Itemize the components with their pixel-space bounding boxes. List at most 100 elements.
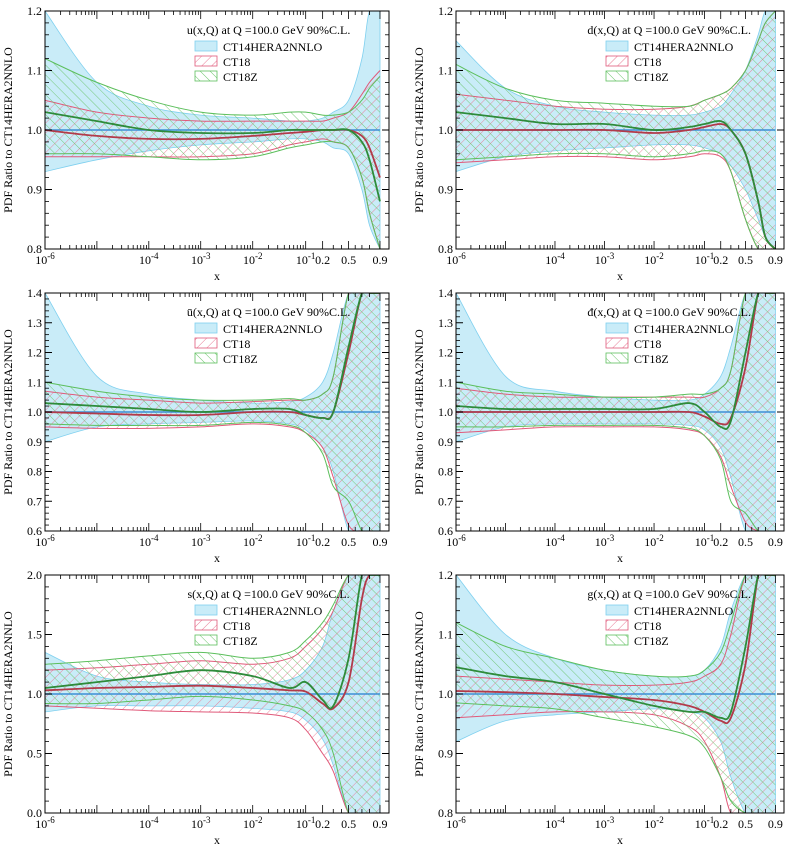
x-tick-label: 0.9 — [768, 535, 783, 549]
y-tick-label: 2.0 — [27, 568, 42, 582]
y-tick-label: 1.0 — [27, 687, 42, 701]
ct18-band-lower — [456, 153, 776, 249]
legend-swatch — [605, 352, 629, 364]
x-tick-label: 10-6 — [446, 815, 466, 831]
x-tick-label: 0.9 — [768, 253, 783, 267]
x-tick-label: 10-2 — [243, 815, 263, 831]
x-tick-label: 10-1 — [296, 251, 316, 267]
panel-6: 0.8 0.9 1.0 1.1 1.2 10-6 10-4 10-3 10-2 10-10.2 0.… — [412, 568, 785, 847]
panel-3: 0.6 0.7 0.8 0.9 1.0 1.1 1.2 1.3 1.4 10-6 10-4 10-3 1… — [1, 286, 390, 565]
ct18z-band-lower — [456, 702, 776, 813]
legend-swatch — [194, 55, 218, 67]
x-tick-label: 0.9 — [372, 535, 387, 549]
ct18-central-line — [45, 575, 380, 711]
ct18z-band-upper — [45, 58, 381, 116]
panel-4: 0.6 0.7 0.8 0.9 1.0 1.1 1.2 1.3 1.4 10-6 10-4 10-3 1… — [412, 286, 785, 565]
ct18-central-line — [45, 128, 381, 178]
y-tick-label: 0.9 — [27, 435, 42, 449]
panel-1: 0.8 0.9 1.0 1.1 1.2 10-6 10-4 10-3 10-2 10-1 0.2 0.… — [1, 4, 390, 283]
x-tick-label: 0.2 — [713, 535, 728, 549]
y-tick-label: 1.5 — [27, 628, 42, 642]
y-tick-label: 0.9 — [438, 747, 453, 761]
y-tick-label: 1.4 — [27, 286, 42, 300]
legend-swatch — [194, 40, 218, 52]
legend-label: CT18Z — [634, 70, 669, 84]
x-tick-label: 0.2 — [713, 817, 728, 831]
legend-swatch — [194, 619, 218, 631]
y-tick-label: 1.3 — [438, 316, 453, 330]
legend-label: CT18 — [634, 55, 661, 69]
panel-title: u(x,Q) at Q =100.0 GeV 90%C.L. — [187, 23, 351, 37]
y-axis-label: PDF Ratio to CT14HERA2NNLO — [1, 47, 15, 213]
y-axis-label: PDF Ratio to CT14HERA2NNLO — [1, 329, 15, 495]
x-tick-label: 10-1 — [296, 533, 316, 549]
ct18z-band-lower — [456, 424, 776, 531]
x-axis-label: x — [617, 269, 623, 283]
x-tick-label: 10-1 — [296, 815, 316, 831]
x-tick-label: 0.5 — [738, 817, 753, 831]
ct18z-band-lower — [45, 140, 381, 249]
y-tick-label: 0.6 — [438, 524, 453, 538]
x-tick-label: 10-2 — [243, 251, 263, 267]
y-tick-label: 1.1 — [438, 628, 453, 642]
y-tick-label: 0.7 — [438, 494, 453, 508]
y-tick-label: 1.0 — [438, 405, 453, 419]
x-tick-label: 10-6 — [446, 251, 466, 267]
y-tick-label: 1.0 — [27, 123, 42, 137]
x-tick-label: 10-4 — [545, 251, 565, 267]
legend-swatch — [194, 337, 218, 349]
legend-swatch — [605, 337, 629, 349]
y-tick-label: 0.8 — [27, 242, 42, 256]
legend-label: CT14HERA2NNLO — [223, 604, 323, 618]
plot-area — [456, 11, 777, 249]
ct18z-central-line — [456, 111, 777, 249]
x-tick-label: 10-4 — [545, 533, 565, 549]
x-tick-label: 10-3 — [595, 251, 615, 267]
y-tick-label: 1.1 — [27, 375, 42, 389]
y-tick-label: 1.4 — [438, 286, 453, 300]
x-tick-label: 10-3 — [595, 533, 615, 549]
x-axis-label: x — [214, 833, 220, 847]
y-axis-label: PDF Ratio to CT14HERA2NNLO — [412, 47, 426, 213]
legend-label: CT18 — [223, 337, 250, 351]
x-tick-label: 10-4 — [139, 251, 159, 267]
legend-swatch — [605, 604, 629, 616]
x-tick-label: 0.5 — [341, 817, 356, 831]
x-tick-label: 0.2 — [315, 253, 330, 267]
legend-label: CT14HERA2NNLO — [634, 604, 734, 618]
legend-swatch — [194, 634, 218, 646]
x-tick-label: 0.5 — [341, 535, 356, 549]
x-tick-label: 10-3 — [191, 815, 211, 831]
panel-title: ū(x,Q) at Q =100.0 GeV 90%C.L. — [187, 305, 351, 319]
y-tick-label: 1.2 — [27, 346, 42, 360]
legend-swatch — [194, 70, 218, 82]
x-tick-label: 10-3 — [191, 533, 211, 549]
x-tick-label: 0.9 — [768, 817, 783, 831]
legend-swatch — [605, 55, 629, 67]
y-tick-label: 1.2 — [438, 568, 453, 582]
legend-label: CT18Z — [223, 352, 258, 366]
ct18z-band-upper — [456, 11, 776, 108]
y-tick-label: 0.9 — [438, 435, 453, 449]
x-tick-label: 10-4 — [139, 815, 159, 831]
legend-label: CT18Z — [634, 352, 669, 366]
x-tick-label: 0.5 — [738, 535, 753, 549]
x-tick-label: 10-4 — [545, 815, 565, 831]
x-tick-label: 10-1 — [695, 251, 715, 267]
ct18-band-lower — [45, 705, 380, 813]
x-tick-label: 10-3 — [191, 251, 211, 267]
x-tick-label: 10-6 — [35, 251, 55, 267]
x-tick-label: 0.5 — [341, 253, 356, 267]
x-tick-label: 10-6 — [35, 533, 55, 549]
ct18z-band-upper — [456, 575, 776, 678]
y-tick-label: 0.7 — [27, 494, 42, 508]
ct18z-band-upper — [45, 575, 380, 665]
legend-label: CT14HERA2NNLO — [223, 40, 323, 54]
y-tick-label: 1.1 — [438, 64, 453, 78]
y-axis-label: PDF Ratio to CT14HERA2NNLO — [412, 611, 426, 777]
legend-swatch — [605, 70, 629, 82]
panel-5: 0.0 0.5 1.0 1.5 2.0 10-6 10-4 10-3 10-2 10-1 0.2 0.… — [1, 568, 390, 847]
legend-label: CT14HERA2NNLO — [634, 322, 734, 336]
legend-label: CT18Z — [634, 634, 669, 648]
